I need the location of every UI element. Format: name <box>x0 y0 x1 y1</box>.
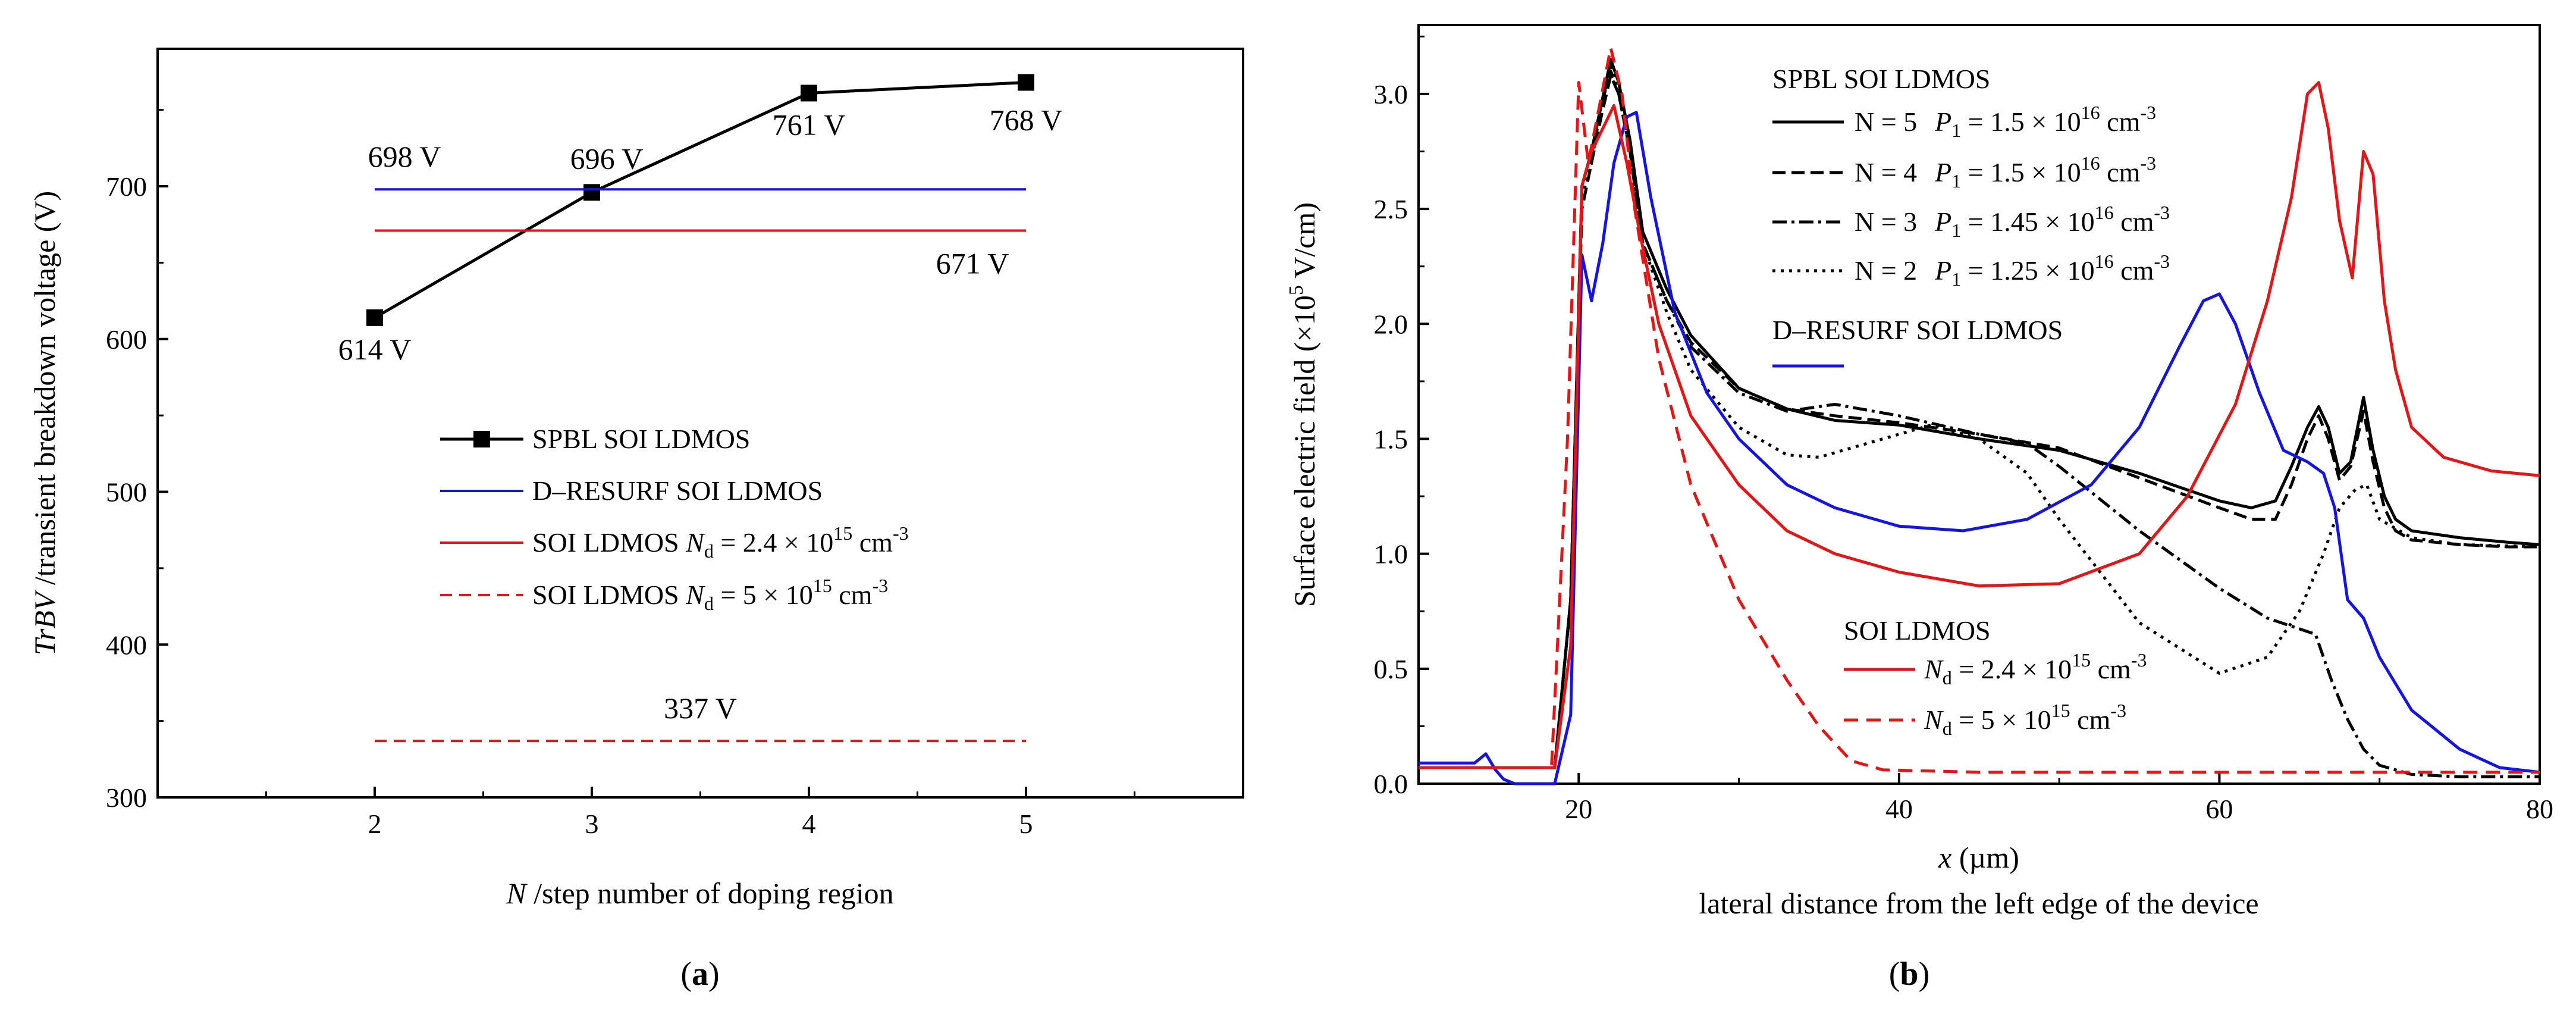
panel-b-ticks: 20 40 60 80 0.0 0.5 1.0 1.5 2.0 2.5 3.0 <box>1374 35 2553 824</box>
b-ytick-label: 0.0 <box>1374 769 1408 799</box>
legend-a-dresurf-label: D–RESURF SOI LDMOS <box>532 475 823 506</box>
b-ytick-label: 1.5 <box>1374 424 1408 454</box>
b-xtick-label: 40 <box>1885 794 1913 824</box>
panel-b-plot-frame <box>1417 24 2541 785</box>
a-xtick-label: 5 <box>1019 809 1033 839</box>
panel-a-caption: (a) <box>680 956 719 993</box>
b-ytick-label: 1.0 <box>1374 539 1408 569</box>
b-series-dres-line <box>1419 111 2540 785</box>
panel-a-xlabel: N /step number of doping region <box>506 877 893 910</box>
b-series-soi24-line <box>1419 81 2540 769</box>
a-ytick-label: 500 <box>106 477 147 508</box>
legend-b-n2-label: N = 2 P1 = 1.25 × 1016 cm-3 <box>1855 251 2170 290</box>
a-annotation: 614 V <box>338 333 412 366</box>
a-xtick-label: 4 <box>802 809 816 839</box>
a-series-spbl-marker <box>583 184 600 201</box>
a-annotation: 761 V <box>773 108 846 141</box>
legend-b-n3-label: N = 3 P1 = 1.45 × 1016 cm-3 <box>1855 202 2170 241</box>
b-series-n3-line <box>1419 69 2540 778</box>
panel-b-legend: SPBL SOI LDMOS N = 5 P1 = 1.5 × 1016 cm-3… <box>1772 64 2170 739</box>
panel-a-legend: SPBL SOI LDMOS D–RESURF SOI LDMOS SOI LD… <box>440 424 909 614</box>
panel-b-caption: (b) <box>1889 956 1929 993</box>
b-series-n2-line <box>1419 65 2540 769</box>
panel-a-ylabel: TrBV /transient breakdown voltage (V) <box>28 191 61 655</box>
b-xtick-label: 20 <box>1565 794 1592 824</box>
panel-b-chart: 20 40 60 80 0.0 0.5 1.0 1.5 2.0 2.5 3.0 SPBL SOI L… <box>1285 24 2553 993</box>
b-series-n4-line <box>1419 74 2540 769</box>
a-annotation: 698 V <box>368 140 441 173</box>
legend-b-n4-label: N = 4 P1 = 1.5 × 1016 cm-3 <box>1855 152 2156 192</box>
a-annotation: 696 V <box>570 142 644 175</box>
legend-b-soi24-label: Nd = 2.4 × 1015 cm-3 <box>1924 649 2147 688</box>
legend-a-soi24-label: SOI LDMOS Nd = 2.4 × 1015 cm-3 <box>532 522 909 562</box>
a-ytick-label: 400 <box>106 630 147 660</box>
legend-b-group3-title: SOI LDMOS <box>1844 615 1991 646</box>
a-series-spbl-line <box>374 80 1027 320</box>
b-xtick-label: 80 <box>2526 794 2553 824</box>
a-series-spbl-marker <box>366 309 383 326</box>
a-ytick-label: 600 <box>106 324 147 355</box>
b-ytick-label: 2.0 <box>1374 309 1408 339</box>
legend-b-n5-label: N = 5 P1 = 1.5 × 1016 cm-3 <box>1855 102 2156 141</box>
a-annotation: 768 V <box>990 103 1063 136</box>
a-ytick-label: 700 <box>106 171 147 202</box>
legend-a-soi5-label: SOI LDMOS Nd = 5 × 1015 cm-3 <box>532 575 888 614</box>
b-ytick-label: 2.5 <box>1374 194 1408 224</box>
panel-a-plot-frame <box>156 48 1244 799</box>
panel-b-series <box>1419 46 2540 785</box>
panel-a-annotations: 614 V 696 V 761 V 768 V 698 V 671 V 337 V <box>338 103 1063 725</box>
legend-b-group1-title: SPBL SOI LDMOS <box>1772 64 1990 94</box>
panel-a-chart: 2 3 4 5 300 400 500 600 700 614 V 696 V 761 V 768 V… <box>28 48 1244 993</box>
panel-a-series <box>366 74 1034 743</box>
panel-b-xlabel: x (µm) <box>1938 841 2019 874</box>
a-annotation: 671 V <box>936 247 1009 280</box>
panel-b-xlabel-secondary: lateral distance from the left edge of t… <box>1699 887 2258 920</box>
legend-b-group2-title: D–RESURF SOI LDMOS <box>1772 315 2063 345</box>
a-xtick-label: 2 <box>368 809 382 839</box>
b-ytick-label: 0.5 <box>1374 654 1408 684</box>
a-ytick-label: 300 <box>106 782 147 813</box>
b-xtick-label: 60 <box>2205 794 2233 824</box>
panel-a-ticks: 2 3 4 5 300 400 500 600 700 <box>106 109 1135 839</box>
legend-a-spbl-marker <box>473 431 490 447</box>
panel-b-ylabel: Surface electric field (×105 V/cm) <box>1285 202 1321 607</box>
a-series-spbl-marker <box>801 84 817 102</box>
a-xtick-label: 3 <box>585 809 599 839</box>
a-annotation: 337 V <box>664 691 737 725</box>
legend-b-soi5-label: Nd = 5 × 1015 cm-3 <box>1924 700 2126 739</box>
b-ytick-label: 3.0 <box>1374 79 1408 109</box>
legend-a-spbl-label: SPBL SOI LDMOS <box>532 424 750 454</box>
a-series-spbl-marker <box>1018 74 1034 91</box>
